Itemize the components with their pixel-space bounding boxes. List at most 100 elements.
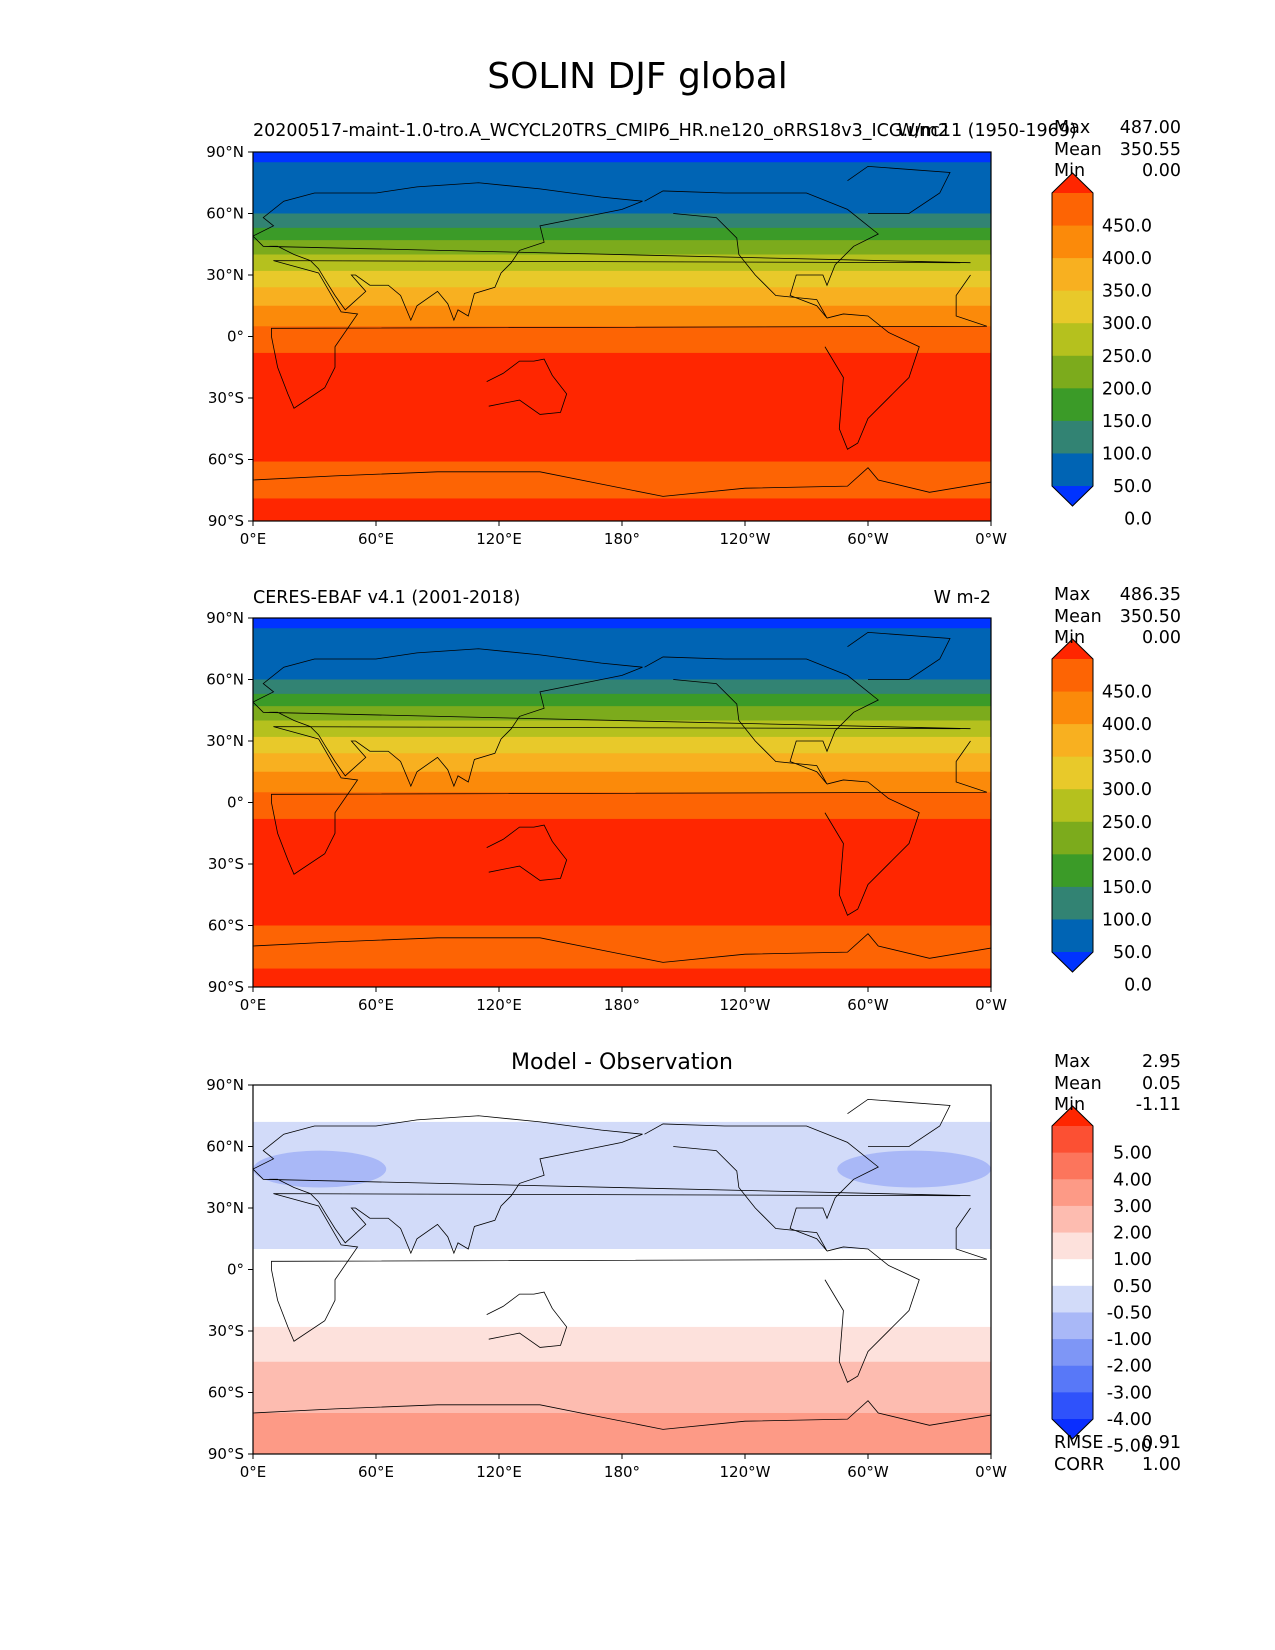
- min-label: Min: [1054, 628, 1086, 648]
- min-label: Min: [1054, 1095, 1086, 1115]
- colorbar-segment: [1052, 453, 1093, 487]
- colorbar-label: 100.0: [1102, 444, 1152, 464]
- colorbar-label: 4.00: [1113, 1170, 1152, 1190]
- colorbar-label: 150.0: [1102, 878, 1152, 898]
- y-tick-label: 30°S: [208, 389, 244, 407]
- zonal-band: [253, 1121, 991, 1250]
- corr-value: 1.00: [1142, 1454, 1181, 1475]
- colorbar-segment: [1052, 756, 1093, 790]
- zonal-band: [253, 1413, 991, 1454]
- zonal-band: [253, 679, 991, 695]
- mean-label: Mean: [1054, 1073, 1102, 1094]
- max-value: 2.95: [1142, 1052, 1181, 1072]
- colorbar-segment: [1052, 323, 1093, 357]
- colorbar-outline: [1051, 1105, 1094, 1440]
- colorbar-label: 200.0: [1102, 379, 1152, 399]
- y-tick-label: 90°N: [206, 143, 244, 161]
- y-tick-label: 60°S: [208, 1384, 244, 1402]
- min-label: Min: [1054, 161, 1086, 181]
- colorbar-label: 400.0: [1102, 715, 1152, 735]
- zonal-band: [253, 736, 991, 754]
- mean-value: 0.05: [1142, 1073, 1181, 1094]
- x-tick-label: 0°E: [240, 530, 267, 548]
- colorbar-label: 1.00: [1113, 1250, 1152, 1270]
- colorbar-label: 300.0: [1102, 314, 1152, 334]
- y-tick-label: 0°: [227, 328, 244, 346]
- zonal-band: [253, 1085, 991, 1123]
- anomaly-patch: [837, 1150, 991, 1188]
- zonal-band: [253, 720, 991, 738]
- x-tick-label: 0°W: [975, 530, 1007, 548]
- x-tick-label: 120°E: [476, 530, 522, 548]
- x-tick-label: 180°: [604, 1463, 640, 1481]
- coastline: [271, 260, 988, 409]
- colorbar-segment: [1052, 420, 1093, 454]
- anomaly-patch: [253, 1150, 387, 1188]
- x-tick-label: 0°W: [975, 996, 1007, 1014]
- colorbar-segment: [1052, 1152, 1093, 1180]
- coastline: [847, 631, 951, 680]
- colorbar-label: 2.00: [1113, 1224, 1152, 1244]
- colorbar-segment: [1052, 1312, 1093, 1340]
- coastline: [253, 648, 971, 788]
- x-tick-label: 60°E: [358, 1463, 394, 1481]
- colorbar-label: -1.00: [1107, 1330, 1152, 1350]
- colorbar-label: 250.0: [1102, 347, 1152, 367]
- min-value: 0.00: [1142, 161, 1181, 181]
- colorbar-extend-min: [1052, 1419, 1093, 1439]
- colorbar-segment: [1052, 659, 1093, 693]
- y-tick-label: 90°N: [206, 609, 244, 627]
- colorbar-label: 3.00: [1113, 1197, 1152, 1217]
- colorbar-segment: [1052, 1339, 1093, 1367]
- colorbar-segment: [1052, 854, 1093, 888]
- coastline: [271, 726, 988, 875]
- y-tick-label: 30°N: [206, 1199, 244, 1217]
- y-tick-label: 60°S: [208, 917, 244, 935]
- zonal-band: [253, 792, 991, 820]
- rmse-value: 0.91: [1142, 1433, 1181, 1453]
- zonal-band: [253, 753, 991, 773]
- coastline: [253, 1115, 971, 1255]
- colorbar-label: 5.00: [1113, 1144, 1152, 1164]
- colorbar-segment: [1052, 886, 1093, 920]
- colorbar-segment: [1052, 1126, 1093, 1154]
- colorbar-label: -0.50: [1107, 1303, 1152, 1323]
- x-tick-label: 0°E: [240, 1463, 267, 1481]
- colorbar-extend-max: [1052, 639, 1093, 659]
- zonal-band: [253, 270, 991, 288]
- colorbar-extend-min: [1052, 486, 1093, 506]
- y-tick-label: 60°N: [206, 671, 244, 689]
- coastline: [486, 1291, 568, 1348]
- zonal-band: [253, 162, 991, 214]
- colorbar-label: 100.0: [1102, 910, 1152, 930]
- y-tick-label: 90°S: [208, 1445, 244, 1463]
- colorbar-label: -2.00: [1107, 1357, 1152, 1377]
- panel1-stats: Max 487.00 Mean 350.55 Min 0.00: [1054, 118, 1181, 183]
- zonal-band: [253, 818, 991, 926]
- zonal-band: [253, 498, 991, 521]
- colorbar-label: 450.0: [1102, 683, 1152, 703]
- zonal-band: [253, 1361, 991, 1414]
- colorbar-label: 0.0: [1124, 510, 1152, 530]
- mean-label: Mean: [1054, 139, 1102, 160]
- colorbar-extend-min: [1052, 952, 1093, 972]
- mean-label: Mean: [1054, 606, 1102, 627]
- colorbar-segment: [1052, 1179, 1093, 1207]
- zonal-band: [253, 305, 991, 327]
- coastline: [644, 656, 879, 785]
- max-value: 487.00: [1119, 118, 1181, 138]
- zonal-band: [253, 1326, 991, 1363]
- y-tick-label: 90°S: [208, 978, 244, 996]
- max-label: Max: [1054, 1052, 1091, 1072]
- colorbar-segment: [1052, 724, 1093, 758]
- colorbar-extend-max: [1052, 173, 1093, 193]
- panel3-metrics: RMSE 0.91 CORR 1.00: [1054, 1433, 1181, 1476]
- x-tick-label: 60°E: [358, 530, 394, 548]
- colorbar-label: 300.0: [1102, 780, 1152, 800]
- y-tick-label: 60°S: [208, 451, 244, 469]
- colorbar-outline: [1051, 172, 1094, 507]
- colorbar-segment: [1052, 355, 1093, 389]
- coastline: [253, 182, 971, 322]
- colorbar-segment: [1052, 1259, 1093, 1287]
